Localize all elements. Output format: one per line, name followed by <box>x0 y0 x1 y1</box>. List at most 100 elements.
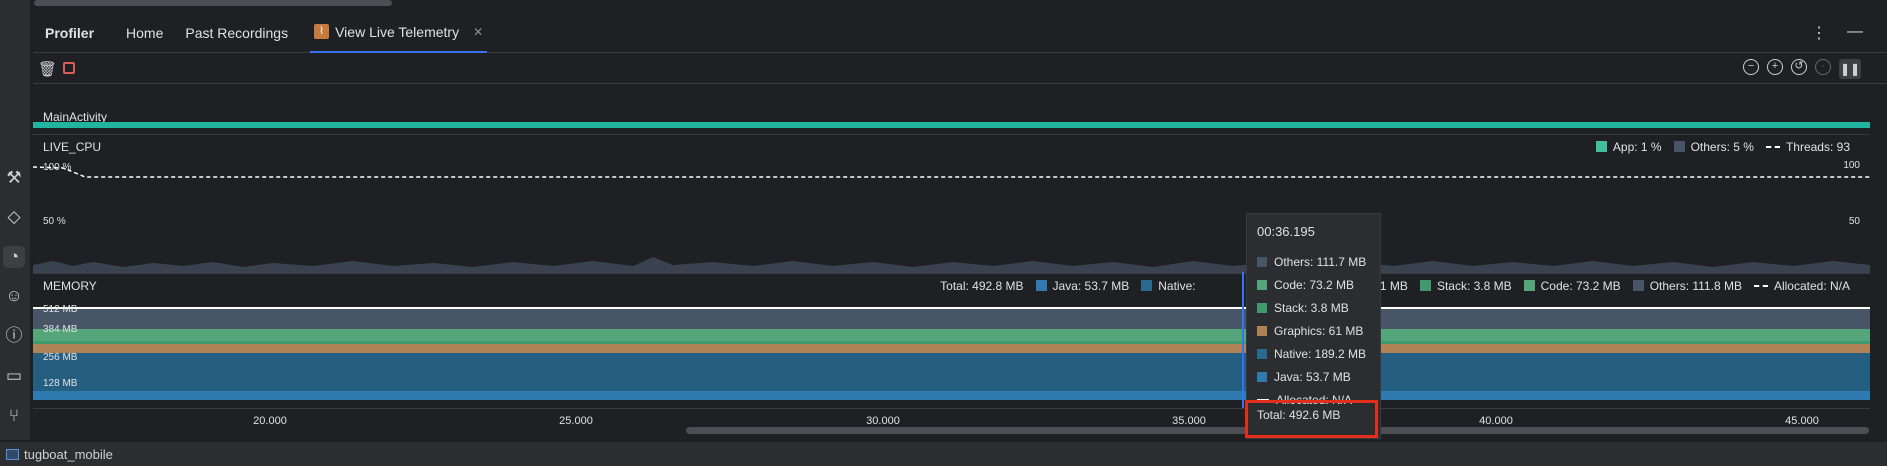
status-bar: tugboat_mobile <box>0 441 1887 466</box>
timeline-cursor <box>1242 272 1244 408</box>
zoom-to-selection-icon[interactable]: · <box>1815 59 1831 75</box>
legend-java: Java: 53.7 MB <box>1035 279 1130 293</box>
tooltip-total: Total: 492.6 MB <box>1257 408 1341 422</box>
cpu-y-50: 50 % <box>43 216 66 227</box>
left-tool-strip: ⚒ ◇ ◔ ☺ ⓘ ▭ ⑂ <box>0 0 31 440</box>
legend-app-text: App: 1 % <box>1612 140 1662 154</box>
native-swatch <box>1257 349 1267 359</box>
tooltip-row-code: Code: 73.2 MB <box>1257 278 1354 292</box>
pause-live-button[interactable]: ❚❚ <box>1839 59 1861 79</box>
project-name[interactable]: tugboat_mobile <box>24 446 113 462</box>
top-scrollbar[interactable] <box>34 0 392 6</box>
tab-view-live-telemetry[interactable]: ⌇ View Live Telemetry ✕ <box>310 13 488 53</box>
gem-icon[interactable]: ◇ <box>7 207 21 226</box>
minimize-icon[interactable]: — <box>1847 23 1863 40</box>
trash-icon[interactable]: 🗑 <box>38 61 58 78</box>
java-swatch <box>1035 280 1047 291</box>
code-swatch <box>1523 280 1535 291</box>
memory-section[interactable]: MEMORY Total: 492.8 MB Java: 53.7 MB Nat… <box>33 273 1870 408</box>
total-line <box>33 307 1870 309</box>
others-band <box>33 309 1870 329</box>
legend-code-text: Code: 73.2 MB <box>1540 279 1621 293</box>
memory-legend: Total: 492.8 MB Java: 53.7 MB Native: 61… <box>940 279 1850 293</box>
terminal-icon[interactable]: ▭ <box>5 366 23 385</box>
graphics-swatch <box>1257 326 1267 336</box>
build-hammer-icon[interactable]: ⚒ <box>6 168 22 187</box>
time-tick: 30.000 <box>866 415 900 427</box>
tab-past-recordings[interactable]: Past Recordings <box>185 24 289 41</box>
cat-icon[interactable]: ☺ <box>5 286 23 305</box>
code-band <box>33 329 1870 341</box>
activity-bar[interactable] <box>33 122 1870 128</box>
time-tick: 40.000 <box>1479 415 1513 427</box>
mem-y-512: 512 MB <box>43 304 78 315</box>
project-icon <box>6 448 19 460</box>
stack-band <box>33 341 1870 344</box>
threads-dash <box>1765 146 1780 148</box>
graphics-band <box>33 344 1870 353</box>
legend-stack: Stack: 3.8 MB <box>1419 279 1512 293</box>
time-tick: 25.000 <box>559 415 593 427</box>
legend-others: Others: 5 % <box>1673 140 1754 154</box>
tooltip-row-graphics: Graphics: 61 MB <box>1257 324 1363 338</box>
legend-java-text: Java: 53.7 MB <box>1052 279 1130 293</box>
profiler-tabbar: Profiler Home Past Recordings ⌇ View Liv… <box>33 13 1887 53</box>
more-vertical-icon[interactable]: ⋮ <box>1811 25 1827 42</box>
mem-y-384: 384 MB <box>43 324 78 335</box>
legend-allocated: Allocated: N/A <box>1753 279 1850 293</box>
java-swatch <box>1257 372 1267 382</box>
tooltip-text: Native: 189.2 MB <box>1274 347 1367 361</box>
activity-label: MainActivity <box>43 110 108 124</box>
stack-swatch <box>1257 303 1267 313</box>
others-swatch <box>1673 141 1685 152</box>
legend-native: Native: <box>1141 279 1361 293</box>
tooltip-row-others: Others: 111.7 MB <box>1257 255 1366 269</box>
tooltip-time: 00:36.195 <box>1257 224 1315 239</box>
profiler-gauge-icon[interactable]: ◔ <box>3 246 25 268</box>
zoom-controls: − + ↺ · ❚❚ <box>1743 59 1861 79</box>
problems-icon[interactable]: ⓘ <box>5 326 23 345</box>
tooltip-text: Code: 73.2 MB <box>1274 278 1355 292</box>
legend-stack-text: Stack: 3.8 MB <box>1436 279 1512 293</box>
code-swatch <box>1257 280 1267 290</box>
threads-line <box>33 166 1870 178</box>
native-swatch <box>1141 280 1153 291</box>
reset-zoom-icon[interactable]: ↺ <box>1791 59 1807 75</box>
legend-allocated-text: Allocated: N/A <box>1773 279 1850 293</box>
legend-app: App: 1 % <box>1595 140 1662 154</box>
git-branch-icon[interactable]: ⑂ <box>8 406 20 425</box>
zoom-out-icon[interactable]: − <box>1743 59 1759 75</box>
mem-y-128: 128 MB <box>43 378 78 389</box>
others-area <box>33 257 1870 273</box>
cpu-y-right-100: 100 <box>1843 160 1860 171</box>
tab-label: View Live Telemetry <box>335 23 460 40</box>
tooltip-row-stack: Stack: 3.8 MB <box>1257 301 1349 315</box>
cpu-chart <box>33 166 1870 273</box>
tooltip-text: Others: 111.7 MB <box>1274 255 1367 269</box>
memory-title: MEMORY <box>43 279 97 293</box>
total-highlight-box <box>1245 400 1378 438</box>
tooltip-text: Graphics: 61 MB <box>1274 324 1364 338</box>
close-tab-icon[interactable]: ✕ <box>473 24 484 39</box>
stop-recording-button[interactable] <box>63 62 75 74</box>
cpu-section[interactable]: LIVE_CPU App: 1 % Others: 5 % Threads: 9… <box>33 134 1870 273</box>
time-tick: 20.000 <box>253 415 287 427</box>
cpu-legend: App: 1 % Others: 5 % Threads: 93 <box>1595 140 1850 154</box>
stack-swatch <box>1419 280 1431 291</box>
zoom-in-icon[interactable]: + <box>1767 59 1783 75</box>
legend-others-text: Others: 111.8 MB <box>1649 279 1742 293</box>
legend-native-text: Native: <box>1158 279 1196 293</box>
app-swatch <box>1595 141 1607 152</box>
legend-others: Others: 111.8 MB <box>1632 279 1742 293</box>
cpu-title: LIVE_CPU <box>43 140 102 154</box>
legend-code: Code: 73.2 MB <box>1523 279 1621 293</box>
others-swatch <box>1632 280 1644 291</box>
time-tick: 45.000 <box>1785 415 1819 427</box>
profiler-title: Profiler <box>45 24 95 41</box>
time-tick: 35.000 <box>1172 415 1206 427</box>
legend-threads-text: Threads: 93 <box>1785 140 1850 154</box>
tab-home[interactable]: Home <box>126 24 164 41</box>
allocated-dash <box>1753 285 1768 287</box>
native-band <box>33 353 1870 391</box>
tooltip-text: Java: 53.7 MB <box>1274 370 1351 384</box>
